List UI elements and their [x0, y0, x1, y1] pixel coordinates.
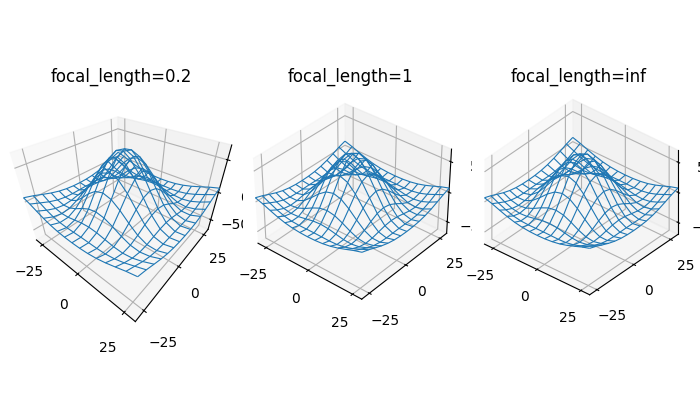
Title: focal_length=0.2: focal_length=0.2 — [51, 68, 192, 86]
Title: focal_length=1: focal_length=1 — [287, 68, 413, 86]
Title: focal_length=inf: focal_length=inf — [510, 68, 646, 86]
